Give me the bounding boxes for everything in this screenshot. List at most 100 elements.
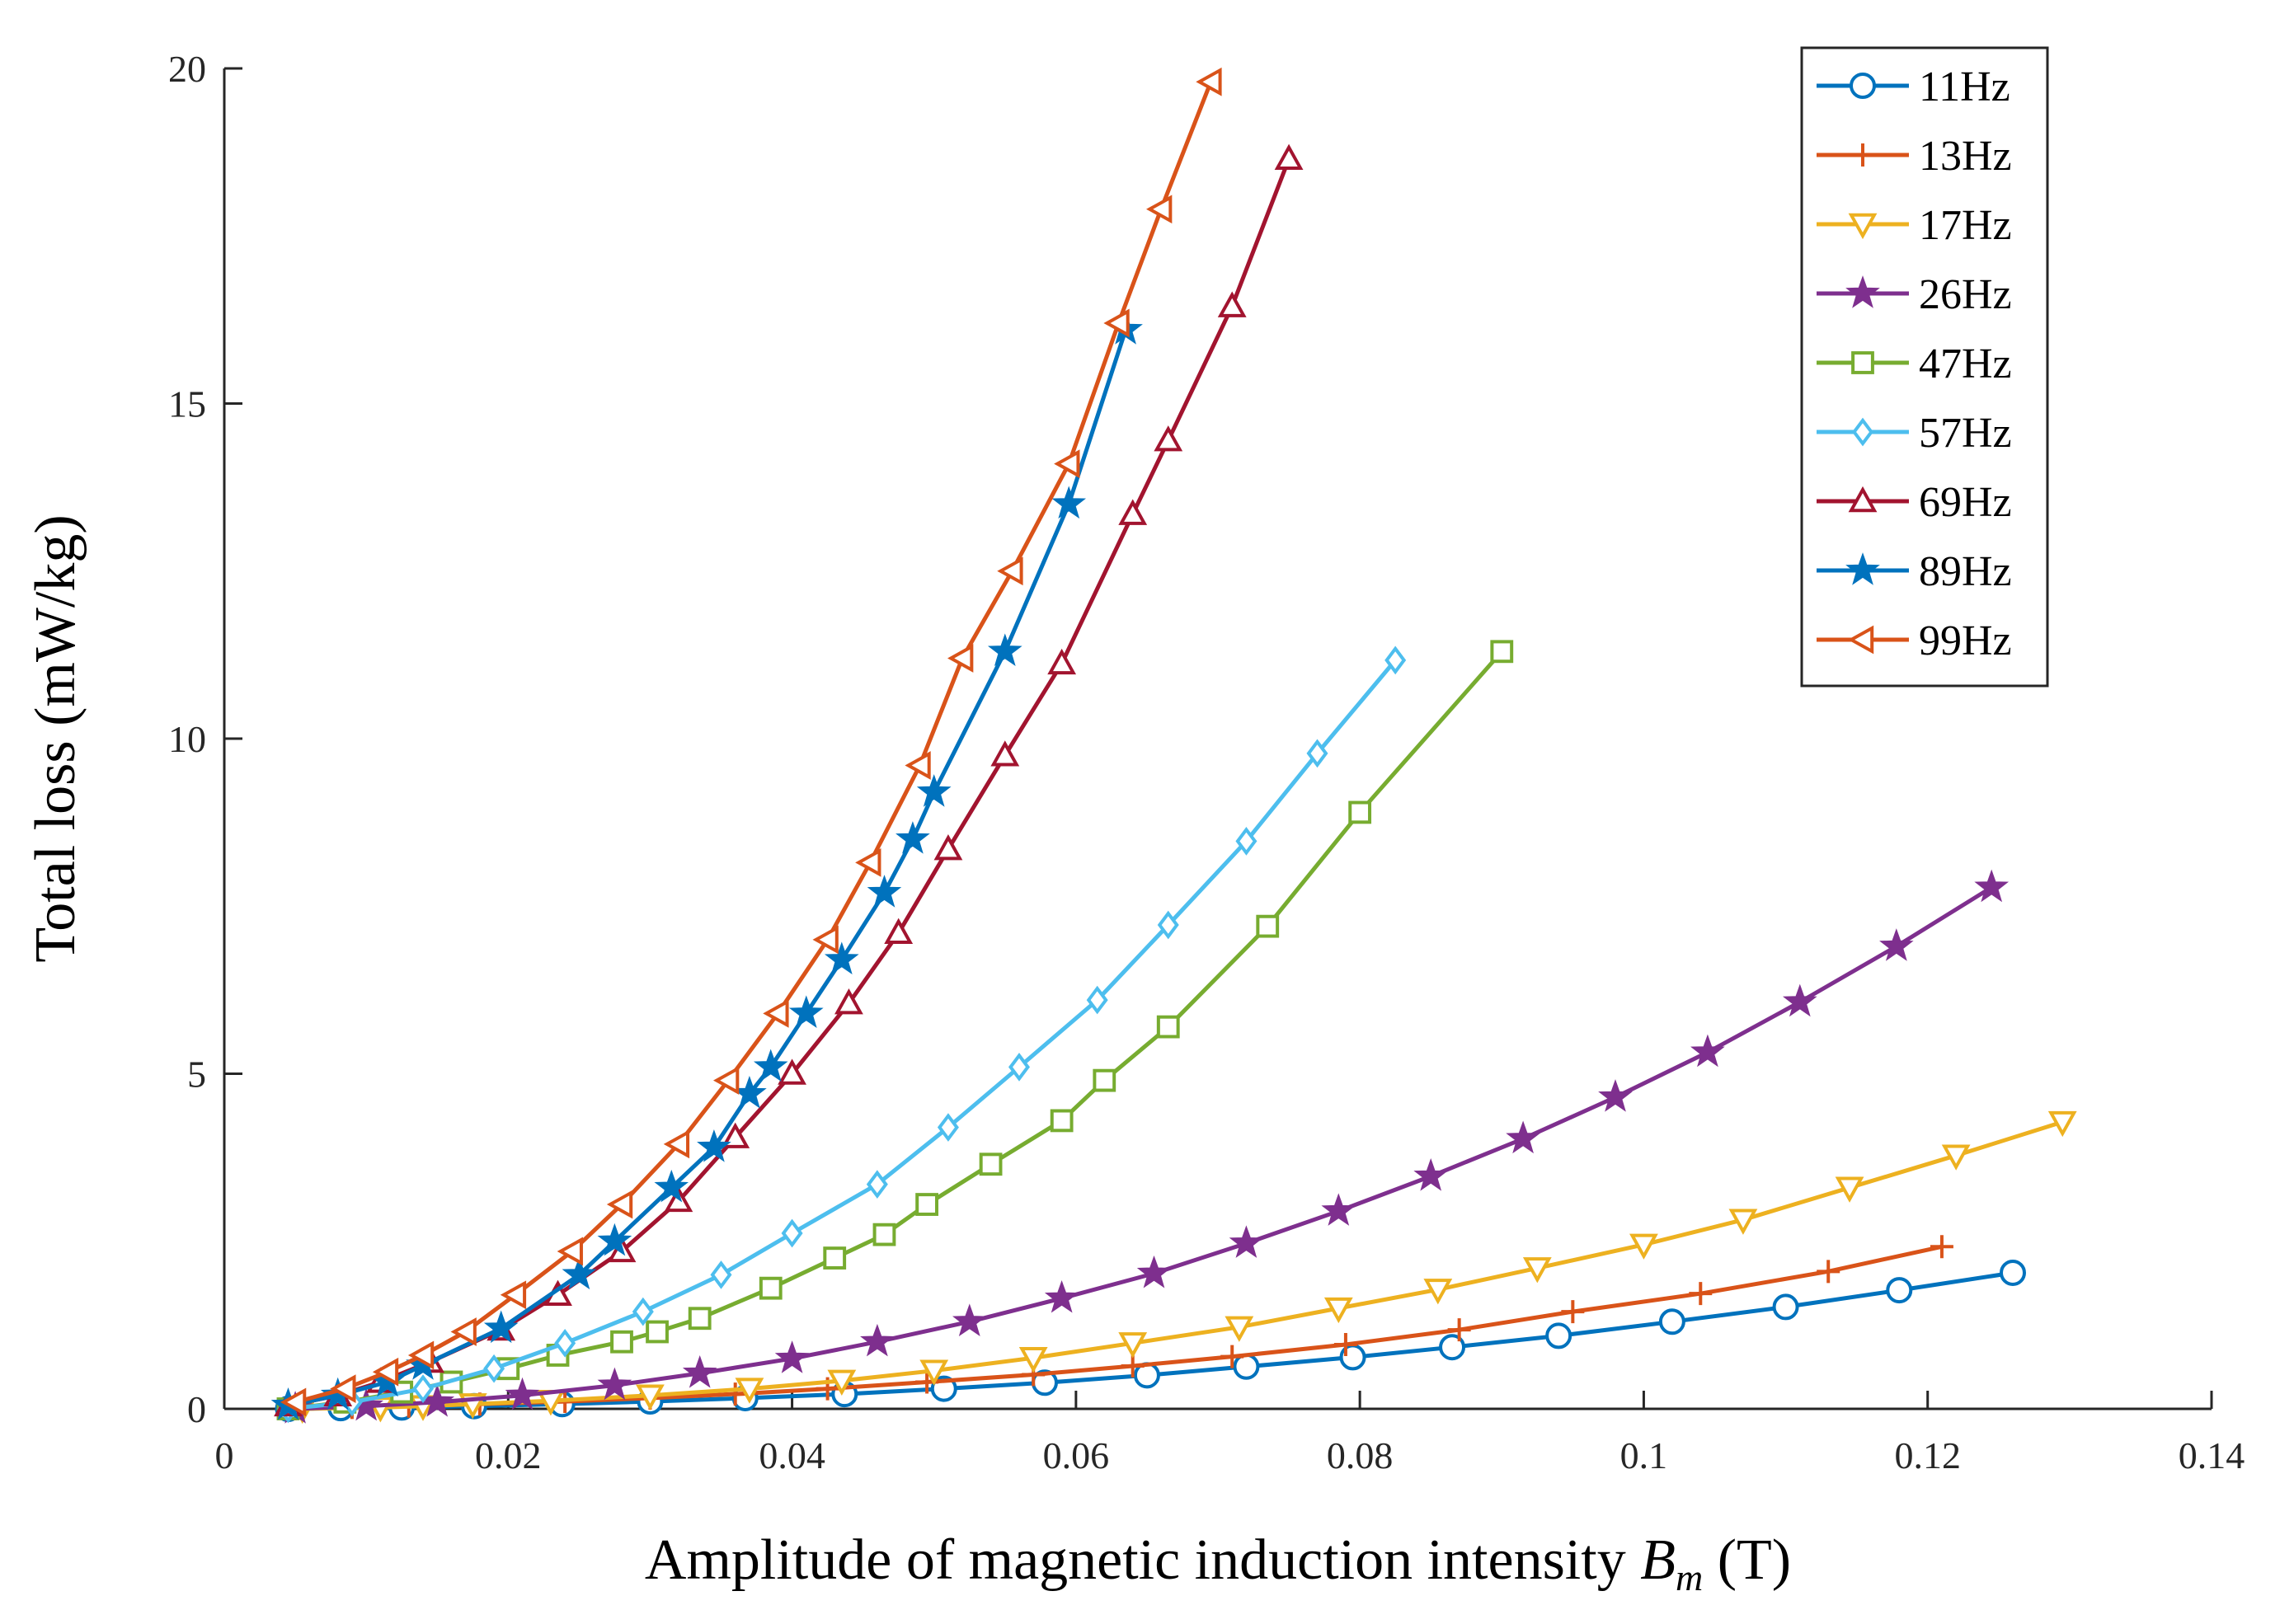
data-point <box>1229 1225 1264 1258</box>
series-26Hz <box>278 869 2010 1424</box>
data-point <box>823 1246 847 1270</box>
data-point <box>919 1359 949 1386</box>
data-point <box>1545 1322 1572 1349</box>
data-point <box>1423 1279 1453 1305</box>
data-point <box>1333 1332 1357 1356</box>
data-point <box>763 998 789 1028</box>
x-tick-label: 0.1 <box>1620 1434 1668 1476</box>
legend-entry: 99Hz <box>1817 617 2012 664</box>
data-point <box>778 1058 806 1085</box>
data-point <box>1018 1347 1048 1373</box>
y-tick-label: 15 <box>168 383 206 425</box>
x-axis-label-symbol: B <box>1640 1528 1676 1592</box>
data-point <box>1974 869 2010 903</box>
data-point <box>1658 1308 1685 1335</box>
x-axis-label: Amplitude of magnetic induction intensit… <box>645 1528 1791 1598</box>
data-point <box>1050 1109 1074 1133</box>
legend-label: 89Hz <box>1919 548 2012 595</box>
data-point <box>1490 640 1514 664</box>
data-point <box>1323 1297 1353 1324</box>
legend-label: 11Hz <box>1919 63 2010 110</box>
data-point <box>1306 739 1328 768</box>
data-point <box>1506 1120 1540 1154</box>
data-point <box>1321 1193 1356 1226</box>
y-tick-label: 0 <box>187 1388 206 1430</box>
data-point <box>721 1122 750 1148</box>
data-point <box>636 1384 665 1410</box>
data-point <box>723 1382 747 1406</box>
data-point <box>1447 1318 1471 1342</box>
data-point <box>450 1317 477 1346</box>
legend-label: 13Hz <box>1919 133 2012 180</box>
data-point <box>1728 1209 1758 1235</box>
legend-entry: 17Hz <box>1817 202 2012 249</box>
legend-marker <box>1851 143 1874 167</box>
data-point <box>916 774 952 807</box>
y-tick-label: 20 <box>168 48 206 90</box>
data-point <box>759 1276 783 1300</box>
data-point <box>1217 291 1247 317</box>
data-point <box>1835 1176 1864 1203</box>
data-point <box>562 1256 597 1290</box>
y-tick-label: 5 <box>187 1054 206 1096</box>
data-point <box>654 1169 689 1203</box>
x-axis-label-subscript: m <box>1676 1556 1703 1598</box>
legend-marker <box>1847 625 1874 655</box>
data-point <box>597 1223 632 1256</box>
data-point <box>1196 67 1222 96</box>
data-point <box>1782 983 1817 1017</box>
legend-entry: 89Hz <box>1817 548 2012 595</box>
data-point <box>1233 1353 1260 1380</box>
data-point <box>1879 928 1914 961</box>
data-point <box>1146 195 1173 224</box>
series-line <box>288 659 1398 1411</box>
data-point <box>1154 425 1183 452</box>
legend-entry: 11Hz <box>1817 63 2010 110</box>
series-57Hz <box>277 645 1407 1424</box>
x-tick-label: 0.04 <box>759 1434 825 1476</box>
legend-entry: 26Hz <box>1817 271 2012 318</box>
data-point <box>1348 800 1372 824</box>
data-point <box>1220 1345 1244 1368</box>
data-point <box>372 1357 399 1387</box>
x-ticks: 0 0.02 0.04 0.06 0.08 0.1 0.12 0.14 <box>215 1391 2245 1476</box>
data-point <box>1817 1260 1840 1284</box>
x-tick-label: 0.08 <box>1327 1434 1394 1476</box>
data-point <box>987 633 1022 667</box>
data-point <box>905 751 931 780</box>
data-point <box>1051 486 1087 519</box>
data-point <box>1086 985 1108 1015</box>
x-tick-label: 0.06 <box>1043 1434 1110 1476</box>
data-point <box>915 1193 939 1216</box>
data-point <box>735 1378 764 1404</box>
data-point <box>280 1387 307 1417</box>
data-point <box>632 1297 654 1326</box>
series-89Hz <box>270 312 1143 1420</box>
data-point <box>1384 645 1407 675</box>
series-line <box>295 1244 1943 1411</box>
data-point <box>827 1369 857 1396</box>
data-point <box>1118 499 1148 525</box>
series-line <box>288 650 1504 1411</box>
legend-label: 17Hz <box>1919 202 2012 249</box>
data-point <box>2000 1259 2026 1286</box>
data-point <box>412 1374 434 1403</box>
y-tick-label: 10 <box>168 718 206 760</box>
data-point <box>1598 1079 1633 1112</box>
x-axis-label-suffix: (T) <box>1703 1528 1791 1592</box>
data-point <box>947 644 974 673</box>
data-point <box>781 1218 803 1248</box>
plot-area: 0 0.02 0.04 0.06 0.08 0.1 0.12 0.14 0 5 10 15 20 <box>168 48 2245 1476</box>
data-point <box>1413 1158 1449 1191</box>
series-47Hz <box>276 640 1514 1420</box>
data-point <box>884 918 914 944</box>
legend-entry: 69Hz <box>1817 479 2012 526</box>
data-point <box>774 1340 810 1373</box>
data-point <box>952 1303 987 1337</box>
data-point <box>1690 1034 1725 1068</box>
legend-label: 26Hz <box>1919 271 2012 318</box>
legend-marker <box>1845 552 1880 585</box>
data-point <box>872 1223 896 1246</box>
data-point <box>812 925 839 955</box>
